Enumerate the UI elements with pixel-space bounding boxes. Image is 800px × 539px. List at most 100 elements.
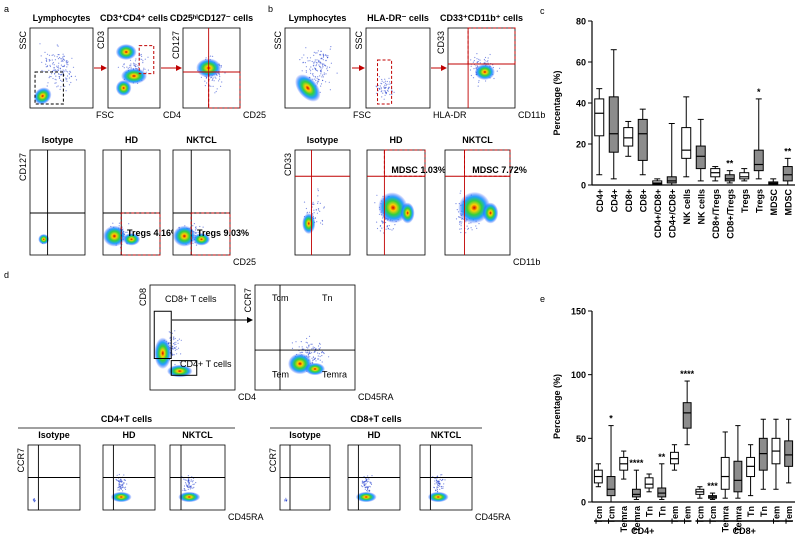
event-dot xyxy=(389,228,391,230)
event-dot xyxy=(123,63,125,65)
event-dot xyxy=(442,486,444,488)
event-dot xyxy=(317,208,320,210)
event-dot xyxy=(67,71,69,73)
event-dot xyxy=(313,351,315,353)
event-dot xyxy=(369,486,371,488)
y-axis-label: SSC xyxy=(273,31,283,50)
event-dot xyxy=(441,487,443,489)
event-dot xyxy=(48,59,50,61)
event-dot xyxy=(312,213,314,215)
event-dot xyxy=(59,67,61,69)
event-dot xyxy=(123,479,125,481)
event-dot xyxy=(140,53,142,56)
event-dot xyxy=(124,488,127,490)
event-dot xyxy=(305,341,307,343)
event-dot xyxy=(46,60,48,63)
event-dot xyxy=(137,65,139,67)
event-dot xyxy=(126,483,128,485)
event-dot xyxy=(460,231,462,234)
event-dot xyxy=(370,482,372,484)
event-dot xyxy=(192,483,194,486)
event-dot xyxy=(323,207,325,209)
event-dot xyxy=(121,480,123,482)
x-tick-label: Temra xyxy=(619,505,629,532)
event-dot xyxy=(184,482,187,484)
density-blob xyxy=(302,213,316,234)
event-dot xyxy=(314,358,316,360)
event-dot xyxy=(177,342,179,344)
event-dot xyxy=(322,59,324,61)
event-dot xyxy=(307,353,309,355)
event-dot xyxy=(385,91,388,94)
event-dot xyxy=(47,82,49,84)
event-dot xyxy=(298,346,300,348)
event-dot xyxy=(305,71,307,73)
event-dot xyxy=(324,64,326,66)
event-dot xyxy=(210,85,212,87)
x-axis-label: CD25 xyxy=(233,257,256,267)
box xyxy=(637,118,648,161)
event-dot xyxy=(309,68,311,70)
event-dot xyxy=(211,79,213,81)
event-dot xyxy=(130,65,132,67)
event-dot xyxy=(145,71,147,73)
event-dot xyxy=(311,343,313,345)
event-dot xyxy=(374,202,376,204)
y-axis-label: Percentage (%) xyxy=(552,374,562,439)
event-dot xyxy=(63,65,65,68)
event-dot xyxy=(303,348,305,350)
x-tick-label: CD4+/CD8+ xyxy=(653,189,663,238)
gate-label: CD8+ T cells xyxy=(165,294,217,304)
event-dot xyxy=(215,90,217,93)
event-dot xyxy=(382,92,384,94)
event-dot xyxy=(58,77,61,79)
event-dot xyxy=(312,203,314,205)
event-dot xyxy=(220,85,222,87)
event-dot xyxy=(487,57,489,59)
event-dot xyxy=(175,341,177,343)
event-dot xyxy=(378,76,380,78)
event-dot xyxy=(455,218,458,220)
gate xyxy=(190,212,231,256)
event-dot xyxy=(467,227,470,229)
group-label: CD4+ xyxy=(631,526,654,536)
event-dot xyxy=(320,73,322,75)
x-tick-label: Tregs xyxy=(754,189,764,213)
event-dot xyxy=(284,500,286,502)
event-dot xyxy=(318,209,320,211)
event-dot xyxy=(391,89,393,91)
event-dot xyxy=(49,75,51,77)
event-dot xyxy=(176,353,178,355)
event-dot xyxy=(301,348,303,350)
event-dot xyxy=(369,481,371,483)
event-dot xyxy=(388,86,390,88)
y-axis-label: CCR7 xyxy=(268,448,278,473)
event-dot xyxy=(129,66,131,68)
event-dot xyxy=(326,56,329,59)
density-blob xyxy=(121,68,147,84)
event-dot xyxy=(120,484,122,486)
event-dot xyxy=(327,54,329,57)
event-dot xyxy=(489,53,491,56)
event-dot xyxy=(56,86,58,88)
event-dot xyxy=(459,220,461,223)
event-dot xyxy=(66,66,68,68)
event-dot xyxy=(49,59,51,61)
event-dot xyxy=(197,231,199,233)
event-dot xyxy=(323,206,325,208)
event-dot xyxy=(367,488,369,490)
event-dot xyxy=(54,82,56,84)
event-dot xyxy=(381,78,383,81)
density-blob xyxy=(38,234,50,245)
event-dot xyxy=(123,487,125,489)
event-dot xyxy=(318,348,320,350)
event-dot xyxy=(188,483,190,485)
event-dot xyxy=(309,351,311,353)
x-axis-label: HLA-DR xyxy=(433,110,467,120)
event-dot xyxy=(116,480,118,482)
event-dot xyxy=(474,56,476,59)
event-dot xyxy=(172,337,175,339)
event-dot xyxy=(493,77,495,80)
gate xyxy=(467,27,516,65)
event-dot xyxy=(318,59,320,62)
